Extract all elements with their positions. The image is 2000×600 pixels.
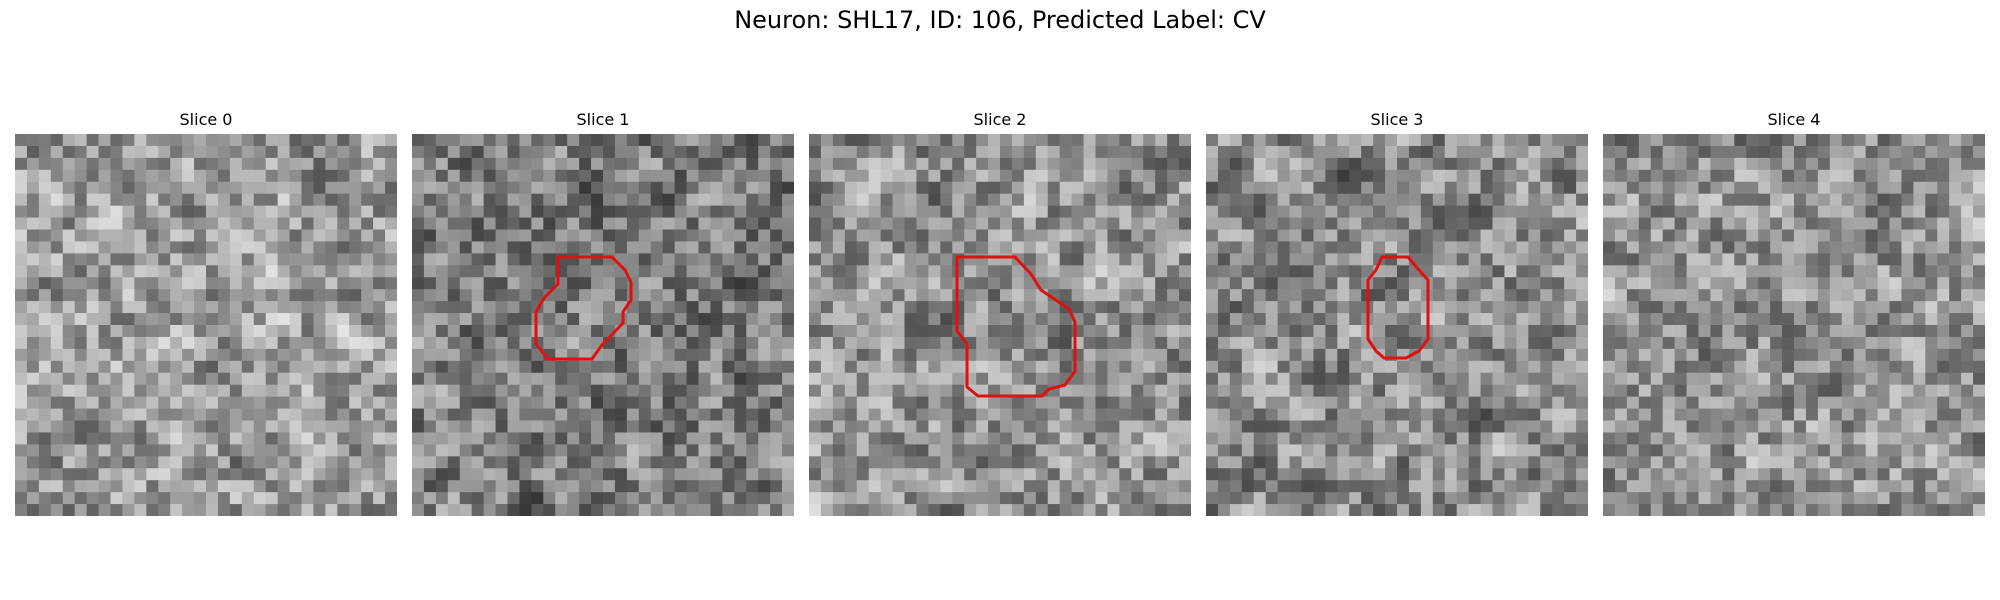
slice-image [809, 134, 1191, 516]
slice-panel-1: Slice 1 [412, 108, 794, 516]
figure-title: Neuron: SHL17, ID: 106, Predicted Label:… [734, 6, 1266, 34]
roi-contour [955, 255, 1077, 398]
slice-title: Slice 3 [1370, 110, 1424, 129]
slice-image [1206, 134, 1588, 516]
slice-panel-0: Slice 0 [15, 108, 397, 516]
slice-image [15, 134, 397, 516]
slice-image [412, 134, 794, 516]
roi-contour [534, 255, 633, 361]
slice-image [1603, 134, 1985, 516]
slice-panel-3: Slice 3 [1206, 108, 1588, 516]
slice-title: Slice 2 [973, 110, 1027, 129]
slice-panel-2: Slice 2 [809, 108, 1191, 516]
roi-contour [1366, 255, 1430, 360]
slice-title: Slice 0 [179, 110, 233, 129]
slice-title: Slice 4 [1767, 110, 1821, 129]
slice-panel-4: Slice 4 [1603, 108, 1985, 516]
slice-title: Slice 1 [576, 110, 630, 129]
